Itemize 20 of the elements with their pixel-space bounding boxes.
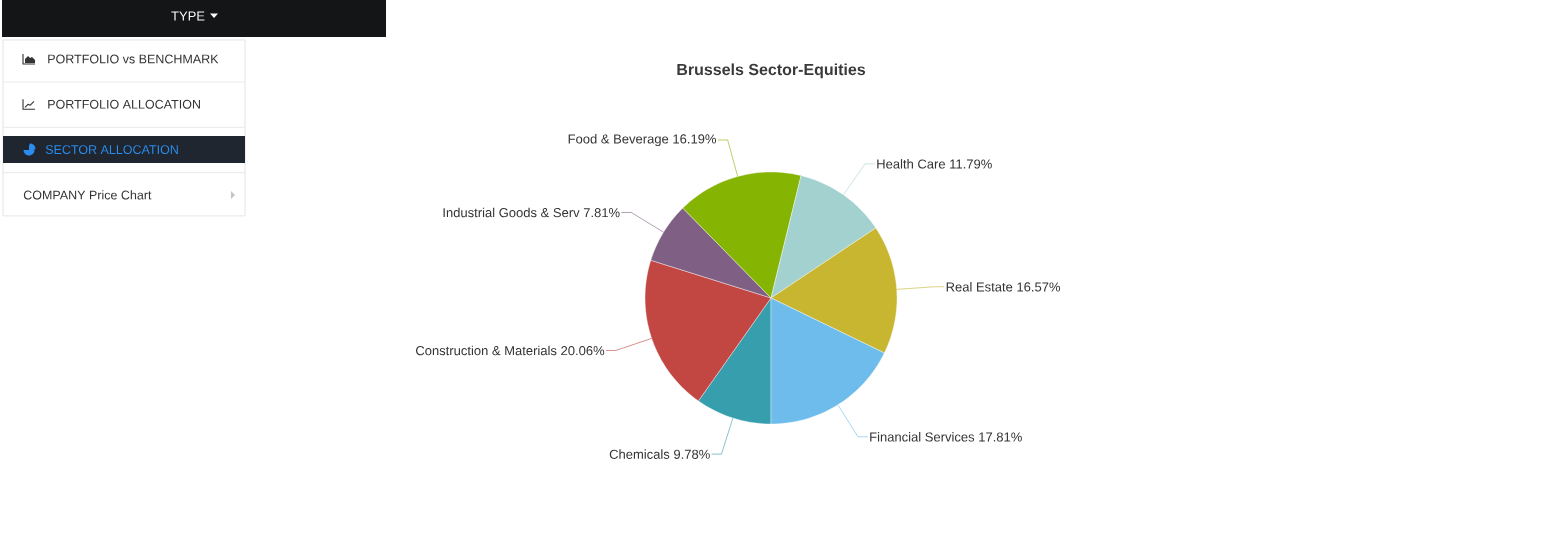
slice-label: Food & Beverage bbox=[568, 133, 669, 147]
data-label: 7.81% bbox=[583, 208, 620, 218]
data-label: 17.81% bbox=[979, 432, 1022, 442]
data-label: 20.06% bbox=[561, 346, 605, 356]
data-label: 16.57% bbox=[1017, 282, 1061, 292]
text: TYPE bbox=[171, 11, 205, 21]
data-label: 16.19% bbox=[673, 134, 717, 144]
text: COMPANY Price Chart bbox=[23, 190, 152, 200]
data-label: 11.79% bbox=[950, 159, 992, 169]
text: SECTOR ALLOCATION bbox=[45, 145, 178, 155]
slice-label: Chemicals bbox=[609, 449, 670, 459]
slice-label: Financial Services bbox=[870, 432, 975, 442]
slice-label: Construction & Materials bbox=[416, 345, 557, 356]
data-label: 9.78% bbox=[674, 449, 710, 459]
slice-label: Industrial Goods & Serv bbox=[443, 207, 580, 218]
slice-label: Real Estate bbox=[946, 281, 1013, 292]
slice-label: Health Care bbox=[877, 159, 945, 169]
text: PORTFOLIO vs BENCHMARK bbox=[48, 54, 219, 64]
text: PORTFOLIO ALLOCATION bbox=[48, 99, 200, 109]
chart-title: Brussels Sector-Equities bbox=[677, 63, 866, 79]
